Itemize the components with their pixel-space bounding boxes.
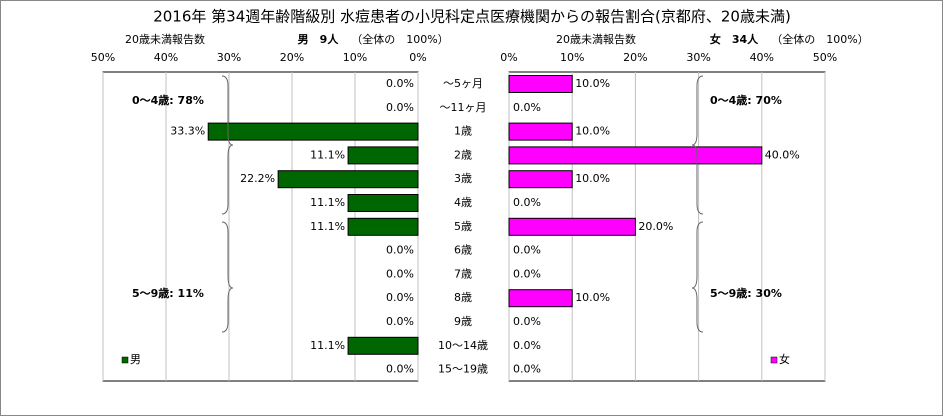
annotation: 0～4歳: 70% xyxy=(710,93,782,107)
category-label: 7歳 xyxy=(454,267,472,280)
bar xyxy=(508,289,573,308)
value-label: 22.2% xyxy=(240,172,275,185)
category-label: 3歳 xyxy=(454,172,472,185)
value-label: 0.0% xyxy=(513,315,541,328)
x-tick-label: 30% xyxy=(686,51,710,64)
annotation: 5～9歳: 30% xyxy=(710,286,782,300)
x-tick-label: 40% xyxy=(750,51,774,64)
value-label: 0.0% xyxy=(513,101,541,114)
value-label: 0.0% xyxy=(386,101,414,114)
value-label: 0.0% xyxy=(386,267,414,280)
category-label: 6歳 xyxy=(454,244,472,257)
bar xyxy=(508,217,636,236)
value-label: 10.0% xyxy=(575,125,610,138)
value-label: 0.0% xyxy=(513,196,541,209)
value-label: 40.0% xyxy=(765,148,800,161)
bar xyxy=(347,194,419,212)
value-label: 0.0% xyxy=(386,315,414,328)
category-label: 1歳 xyxy=(454,125,472,138)
value-label: 0.0% xyxy=(386,363,414,376)
value-label: 20.0% xyxy=(638,220,673,233)
x-tick-label: 30% xyxy=(217,51,241,64)
category-label: 5歳 xyxy=(454,220,472,233)
legend-swatch xyxy=(121,356,129,364)
category-label: 8歳 xyxy=(454,291,472,304)
x-tick-label: 0% xyxy=(409,51,426,64)
annotation: 5～9歳: 11% xyxy=(132,286,204,300)
category-label: 4歳 xyxy=(454,196,472,209)
x-tick-label: 20% xyxy=(280,51,304,64)
value-label: 10.0% xyxy=(575,172,610,185)
value-label: 0.0% xyxy=(513,363,541,376)
value-label: 0.0% xyxy=(386,291,414,304)
value-label: 0.0% xyxy=(513,339,541,352)
note: （全体の 100%） xyxy=(771,32,868,46)
x-tick-label: 10% xyxy=(560,51,584,64)
x-tick-label: 50% xyxy=(813,51,837,64)
bar xyxy=(347,217,419,236)
value-label: 11.1% xyxy=(310,339,345,352)
braces xyxy=(221,75,704,333)
bar xyxy=(508,122,573,141)
x-tick-label: 0% xyxy=(500,51,517,64)
legend-label: 男 xyxy=(130,353,141,366)
x-tick-label: 10% xyxy=(343,51,367,64)
category-label: ～5ヶ月 xyxy=(443,77,483,90)
value-label: 33.3% xyxy=(170,125,205,138)
x-tick-label: 40% xyxy=(154,51,178,64)
x-tick-label: 20% xyxy=(623,51,647,64)
header: 女 34人 xyxy=(710,32,759,46)
category-label: 9歳 xyxy=(454,315,472,328)
value-label: 10.0% xyxy=(575,291,610,304)
category-label: 2歳 xyxy=(454,148,472,161)
bar xyxy=(347,146,419,165)
legend-label: 女 xyxy=(779,352,790,366)
value-label: 0.0% xyxy=(513,244,541,257)
category-label: 15～19歳 xyxy=(438,363,488,376)
category-label: 10～14歳 xyxy=(438,339,488,352)
value-label: 11.1% xyxy=(310,220,345,233)
note: （全体の 100%） xyxy=(351,32,448,46)
bar xyxy=(508,75,573,93)
value-label: 0.0% xyxy=(513,267,541,280)
value-label: 10.0% xyxy=(575,77,610,90)
bar xyxy=(508,146,763,165)
value-label: 0.0% xyxy=(386,77,414,90)
subtitle: 20歳未満報告数 xyxy=(125,33,205,46)
annotation: 0～4歳: 78% xyxy=(132,93,204,107)
chart-title: 2016年 第34週年齢階級別 水痘患者の小児科定点医療機関からの報告割合(京都… xyxy=(153,8,791,26)
value-label: 0.0% xyxy=(386,244,414,257)
value-label: 11.1% xyxy=(310,148,345,161)
category-label: ～11ヶ月 xyxy=(440,101,487,114)
bar xyxy=(277,170,419,189)
bar xyxy=(207,122,419,141)
bar xyxy=(508,170,573,189)
x-tick-label: 50% xyxy=(91,51,115,64)
value-label: 11.1% xyxy=(310,196,345,209)
subtitle: 20歳未満報告数 xyxy=(556,33,636,46)
legend-swatch xyxy=(770,356,778,364)
bar xyxy=(347,336,419,355)
header: 男 9人 xyxy=(298,32,340,46)
